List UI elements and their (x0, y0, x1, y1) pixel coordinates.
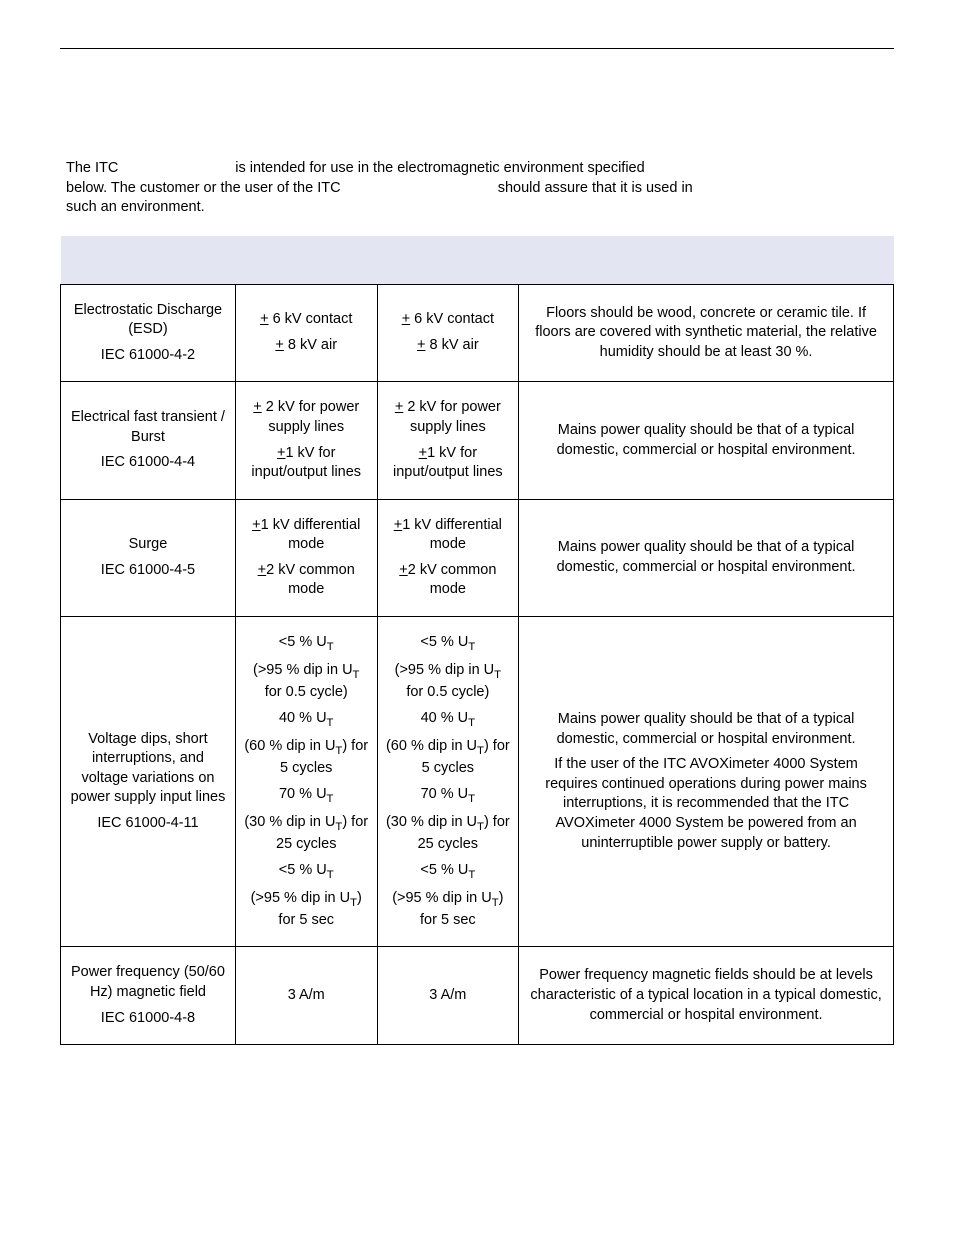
intro-text: below. The customer or the user of the I… (66, 180, 345, 196)
table-row: Electrostatic Discharge (ESD)IEC 61000-4… (61, 284, 894, 382)
immunity-test-cell: SurgeIEC 61000-4-5 (61, 499, 236, 616)
immunity-table: Electrostatic Discharge (ESD)IEC 61000-4… (60, 236, 894, 1045)
test-level-cell: <5 % UT(>95 % dip in UT for 0.5 cycle)40… (235, 616, 377, 947)
top-rule (60, 48, 894, 49)
guidance-cell: Power frequency magnetic fields should b… (519, 947, 894, 1045)
compliance-level-cell: <5 % UT(>95 % dip in UT for 0.5 cycle)40… (377, 616, 519, 947)
compliance-level-cell: +1 kV differential mode+2 kV common mode (377, 499, 519, 616)
table-row: SurgeIEC 61000-4-5+1 kV differential mod… (61, 499, 894, 616)
compliance-level-cell: + 2 kV for power supply lines+1 kV for i… (377, 382, 519, 499)
test-level-cell: + 6 kV contact+ 8 kV air (235, 284, 377, 382)
intro-text: is intended for use in the electromagnet… (235, 160, 644, 176)
guidance-cell: Floors should be wood, concrete or ceram… (519, 284, 894, 382)
header-cell (61, 236, 519, 285)
table-row: Power frequency (50/60 Hz) magnetic fiel… (61, 947, 894, 1045)
compliance-level-cell: 3 A/m (377, 947, 519, 1045)
guidance-cell: Mains power quality should be that of a … (519, 499, 894, 616)
immunity-test-cell: Electrical fast transient / BurstIEC 610… (61, 382, 236, 499)
guidance-cell: Mains power quality should be that of a … (519, 616, 894, 947)
test-level-cell: 3 A/m (235, 947, 377, 1045)
intro-text: The ITC (66, 160, 122, 176)
table-row: Voltage dips, short interruptions, and v… (61, 616, 894, 947)
immunity-test-cell: Electrostatic Discharge (ESD)IEC 61000-4… (61, 284, 236, 382)
header-cell (519, 236, 894, 285)
guidance-cell: Mains power quality should be that of a … (519, 382, 894, 499)
intro-text: such an environment. (66, 199, 205, 215)
table-header-row (61, 236, 894, 285)
test-level-cell: +1 kV differential mode+2 kV common mode (235, 499, 377, 616)
immunity-test-cell: Voltage dips, short interruptions, and v… (61, 616, 236, 947)
table-row: Electrical fast transient / BurstIEC 610… (61, 382, 894, 499)
intro-text: should assure that it is used in (498, 180, 693, 196)
test-level-cell: + 2 kV for power supply lines+1 kV for i… (235, 382, 377, 499)
compliance-level-cell: + 6 kV contact+ 8 kV air (377, 284, 519, 382)
intro-paragraph: The ITC is intended for use in the elect… (60, 159, 894, 218)
immunity-test-cell: Power frequency (50/60 Hz) magnetic fiel… (61, 947, 236, 1045)
